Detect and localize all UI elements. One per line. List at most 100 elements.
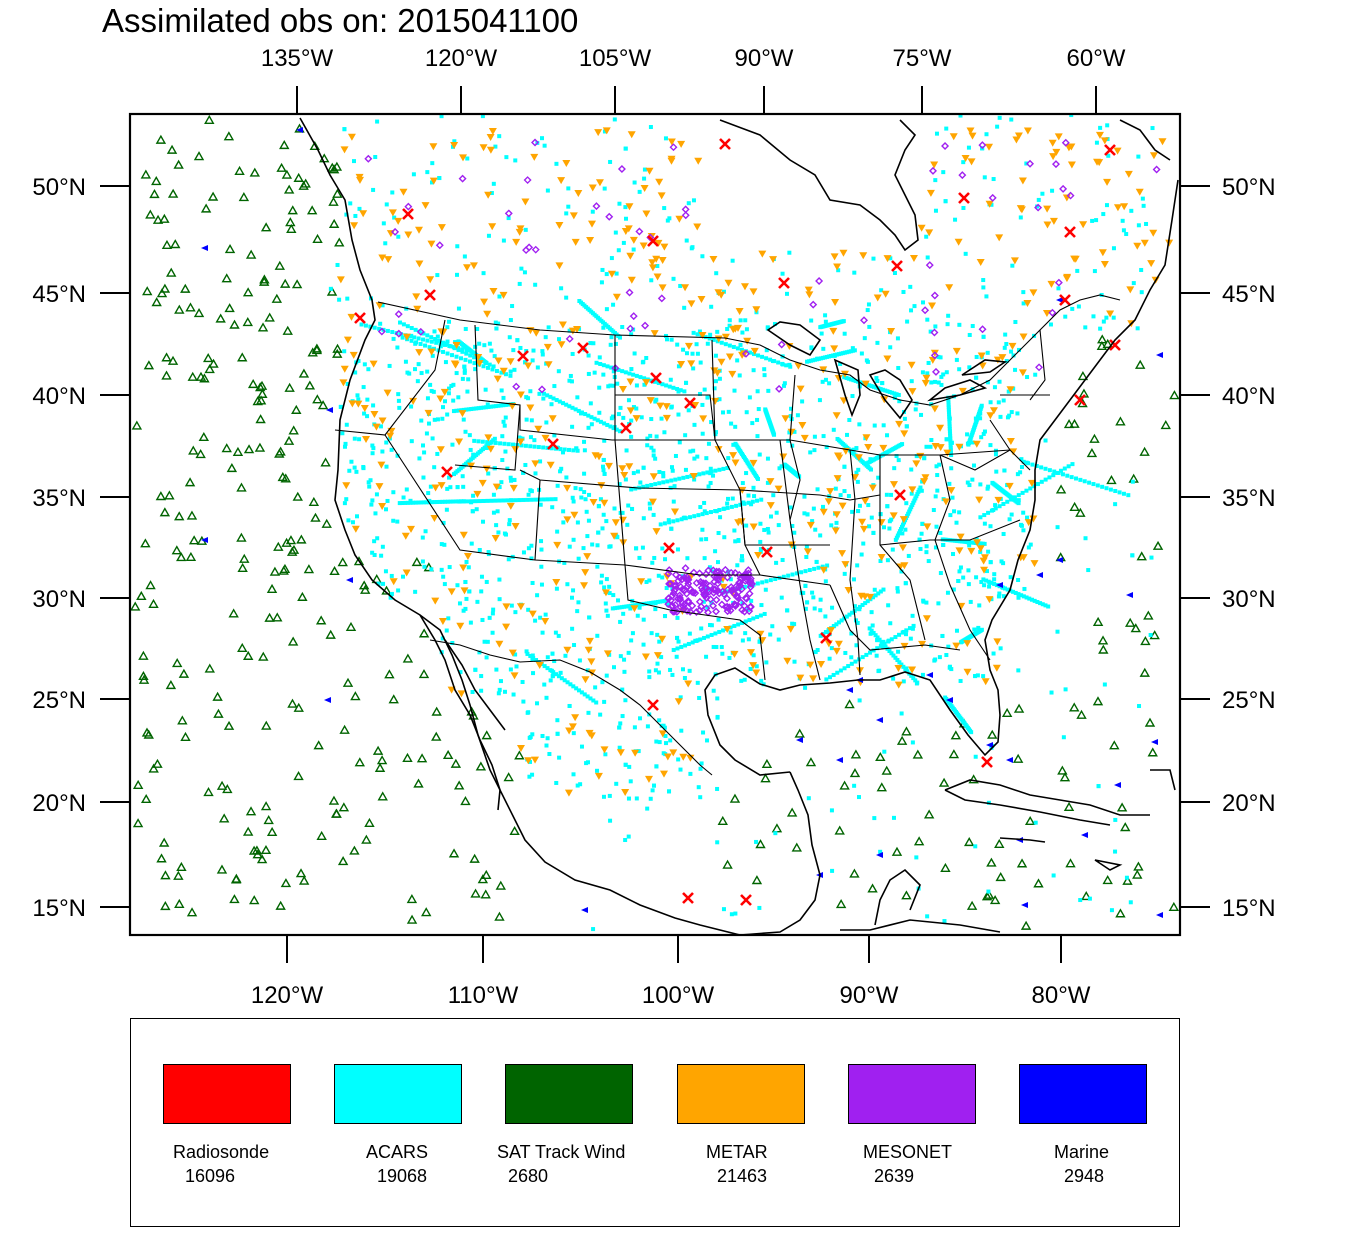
- acars-point: [653, 600, 658, 605]
- metar-point: [506, 502, 515, 510]
- sat-wind-point: [224, 243, 236, 254]
- radiosonde-swatch: [163, 1064, 291, 1124]
- acars-point: [913, 407, 918, 412]
- acars-point: [435, 273, 440, 278]
- acars-point: [568, 682, 573, 687]
- acars-point: [901, 664, 906, 669]
- acars-point: [417, 456, 422, 461]
- sat-wind-point: [257, 388, 268, 398]
- metar-point: [372, 423, 381, 431]
- acars-point: [863, 601, 868, 606]
- acars-point: [549, 497, 554, 502]
- acars-point: [1049, 690, 1054, 695]
- metar-point: [377, 461, 386, 469]
- acars-point: [634, 546, 639, 551]
- acars-point: [540, 349, 545, 354]
- acars-point: [662, 598, 667, 603]
- sat-wind-point: [156, 853, 167, 863]
- acars-point: [890, 547, 895, 552]
- acars-point: [880, 381, 885, 386]
- metar-point: [447, 686, 456, 694]
- metar-point: [681, 284, 690, 292]
- metar-point: [595, 453, 604, 461]
- metar-point: [495, 640, 504, 648]
- metar-point: [343, 336, 352, 344]
- acars-point: [435, 417, 440, 422]
- sat-wind-point: [1076, 709, 1087, 719]
- legend-item-metar: METAR 21463: [677, 1019, 837, 1219]
- acars-point: [552, 384, 557, 389]
- right-lat-label: 50°N: [1222, 174, 1276, 201]
- acars-point: [875, 646, 880, 651]
- acars-point: [508, 475, 513, 480]
- acars-point: [517, 435, 522, 440]
- metar-point: [491, 535, 500, 543]
- acars-point: [925, 255, 930, 260]
- acars-point: [792, 659, 797, 664]
- acars-point: [1018, 522, 1023, 527]
- acars-point: [426, 421, 431, 426]
- acars-point: [663, 136, 668, 141]
- metar-point: [436, 395, 445, 403]
- acars-point: [636, 749, 641, 754]
- acars-point: [686, 201, 691, 206]
- acars-point: [1005, 415, 1010, 420]
- mesonet-point: [504, 209, 513, 218]
- acars-point: [544, 743, 549, 748]
- acars-point: [662, 206, 667, 211]
- acars-point: [924, 544, 929, 549]
- acars-point: [429, 388, 434, 393]
- acars-point: [618, 721, 623, 726]
- acars-point: [1104, 486, 1109, 491]
- acars-point: [412, 335, 417, 340]
- sat-wind-point: [287, 636, 299, 646]
- acars-point: [507, 335, 512, 340]
- acars-point: [857, 503, 862, 508]
- radiosonde-point: [441, 466, 453, 478]
- metar-point: [750, 347, 759, 355]
- acars-point: [920, 479, 925, 484]
- acars-point: [664, 741, 669, 746]
- sat-wind-point: [266, 826, 278, 837]
- state-boundaries: [334, 294, 1121, 776]
- acars-point: [811, 506, 816, 511]
- acars-point: [921, 300, 926, 305]
- marine-point: [1081, 832, 1088, 838]
- sat-wind-point: [995, 871, 1006, 882]
- metar-point: [677, 361, 686, 369]
- acars-point: [967, 543, 972, 548]
- sat-wind-point: [354, 757, 366, 767]
- marine-point: [1156, 912, 1163, 918]
- acars-point: [438, 344, 443, 349]
- sat-wind-point: [204, 663, 215, 673]
- acars-point: [1009, 349, 1014, 354]
- acars-point: [608, 544, 613, 549]
- acars-point: [461, 499, 466, 504]
- acars-point: [638, 716, 643, 721]
- acars-point: [541, 497, 546, 502]
- acars-point: [591, 927, 596, 932]
- acars-point: [651, 453, 656, 458]
- metar-point: [581, 676, 590, 684]
- acars-point: [1051, 873, 1056, 878]
- sat-wind-point: [255, 382, 266, 392]
- acars-point: [1001, 398, 1006, 403]
- acars-point: [1009, 117, 1014, 122]
- metar-point: [526, 404, 535, 412]
- acars-point: [966, 582, 971, 587]
- sat-wind-point: [791, 842, 802, 852]
- acars-point: [586, 425, 591, 430]
- acars-point: [473, 367, 478, 372]
- acars-point: [564, 475, 569, 480]
- acars-point: [497, 498, 502, 503]
- acars-point: [606, 384, 611, 389]
- acars-point: [1026, 461, 1031, 466]
- radiosonde-point: [958, 192, 970, 204]
- acars-point: [978, 482, 983, 487]
- acars-point: [377, 326, 382, 331]
- sat-wind-point: [236, 532, 247, 542]
- acars-point: [571, 499, 576, 504]
- acars-point: [605, 422, 610, 427]
- acars-point: [489, 191, 494, 196]
- acars-point: [600, 464, 605, 469]
